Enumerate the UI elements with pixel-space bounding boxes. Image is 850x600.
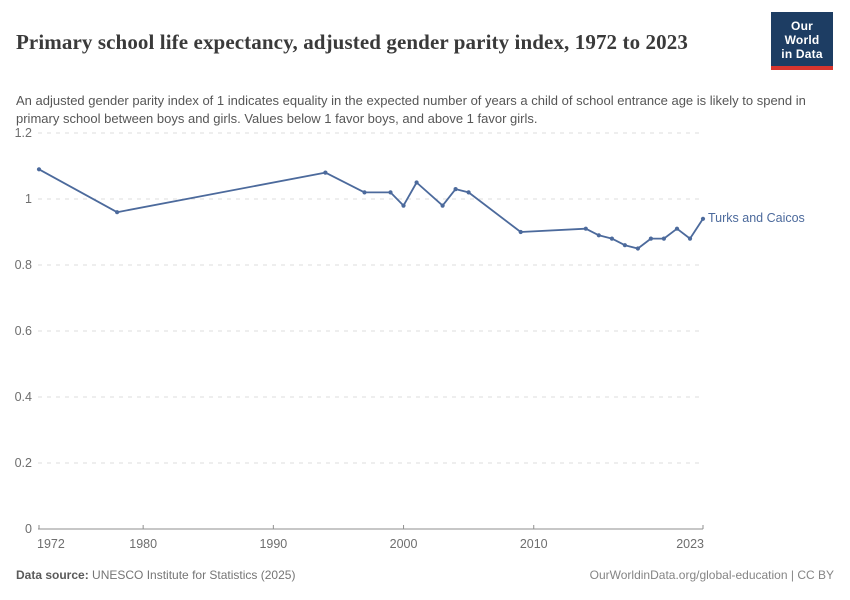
data-point <box>414 180 419 185</box>
data-point <box>661 236 667 241</box>
data-point <box>609 236 615 241</box>
data-point <box>635 246 641 251</box>
data-point <box>115 210 120 215</box>
data-point <box>388 190 393 195</box>
data-point <box>687 236 693 241</box>
data-source-label: Data source: <box>16 568 89 582</box>
y-tick-label: 0.6 <box>15 324 32 338</box>
x-tick-label: 1980 <box>129 537 157 551</box>
y-tick-label: 1.2 <box>15 126 32 140</box>
data-point <box>622 243 628 248</box>
page-title: Primary school life expectancy, adjusted… <box>16 30 688 55</box>
data-point <box>583 226 588 231</box>
owid-logo-line2: in Data <box>781 47 823 61</box>
y-tick-label: 0 <box>25 522 32 536</box>
chart-subtitle: An adjusted gender parity index of 1 ind… <box>16 93 806 126</box>
x-tick-label: 1972 <box>37 537 65 551</box>
data-point <box>362 190 367 195</box>
data-point <box>466 190 471 195</box>
data-source-note: Data source: UNESCO Institute for Statis… <box>16 568 295 582</box>
entity-label-turks-and-caicos[interactable]: Turks and Caicos <box>708 211 805 225</box>
data-point <box>453 187 458 192</box>
y-tick-label: 0.4 <box>15 390 32 404</box>
x-tick-label: 2000 <box>390 537 418 551</box>
data-line <box>38 168 704 250</box>
data-point <box>648 236 654 241</box>
data-source-text: UNESCO Institute for Statistics (2025) <box>88 568 296 582</box>
owid-logo[interactable]: Our World in Data <box>771 12 833 70</box>
data-point <box>401 203 406 208</box>
y-tick-label: 0.8 <box>15 258 32 272</box>
x-tick-label: 1990 <box>259 537 287 551</box>
data-point <box>596 233 601 238</box>
data-point <box>36 167 42 172</box>
owid-logo-line1: Our World <box>784 19 820 47</box>
x-tick-label: 2010 <box>520 537 548 551</box>
x-tick-label: 2023 <box>676 537 704 551</box>
y-tick-label: 0.2 <box>15 456 32 470</box>
footer-link[interactable]: OurWorldinData.org/global-education | CC… <box>589 568 834 582</box>
data-point <box>323 170 328 175</box>
data-point <box>674 226 680 231</box>
data-point <box>700 216 706 221</box>
data-point <box>440 203 445 208</box>
data-point <box>518 229 523 235</box>
y-tick-label: 1 <box>25 192 32 206</box>
